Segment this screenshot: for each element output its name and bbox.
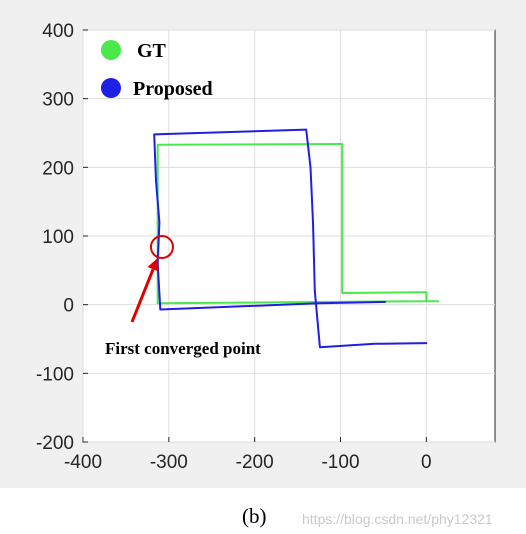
y-tick-label: 0 [63,296,74,317]
y-tick-label: 300 [42,90,74,111]
x-tick-label: 0 [421,452,432,473]
y-tick-label: -200 [36,433,74,454]
y-tick-label: 200 [42,158,74,179]
annotation: First converged point [105,234,261,358]
annotation-arrow-head [147,258,159,272]
annotation-arrow-line [130,268,155,323]
y-tick-label: 100 [42,227,74,248]
series-line-proposed [153,128,428,349]
annotation-label: First converged point [105,339,261,358]
x-tick-label: -200 [236,452,274,473]
legend-label-proposed: Proposed [133,78,213,100]
legend-marker-proposed [101,78,121,98]
y-tick-label: -100 [36,364,74,385]
legend-marker-gt [101,40,121,60]
x-tick-label: -300 [150,452,188,473]
converged-point-marker [149,234,174,259]
legend: GT Proposed [101,40,213,100]
x-tick-label: -400 [64,452,102,473]
figure-caption: (b) [242,504,267,528]
tick-labels: -400 -300 -200 -100 0 400 300 200 100 0 -100 -200 [36,21,432,473]
x-tick-label: -100 [321,452,359,473]
watermark: https://blog.csdn.net/phy12321 [302,511,493,527]
series-layer [153,128,440,349]
legend-label-gt: GT [137,40,167,62]
y-tick-label: 400 [42,21,74,42]
